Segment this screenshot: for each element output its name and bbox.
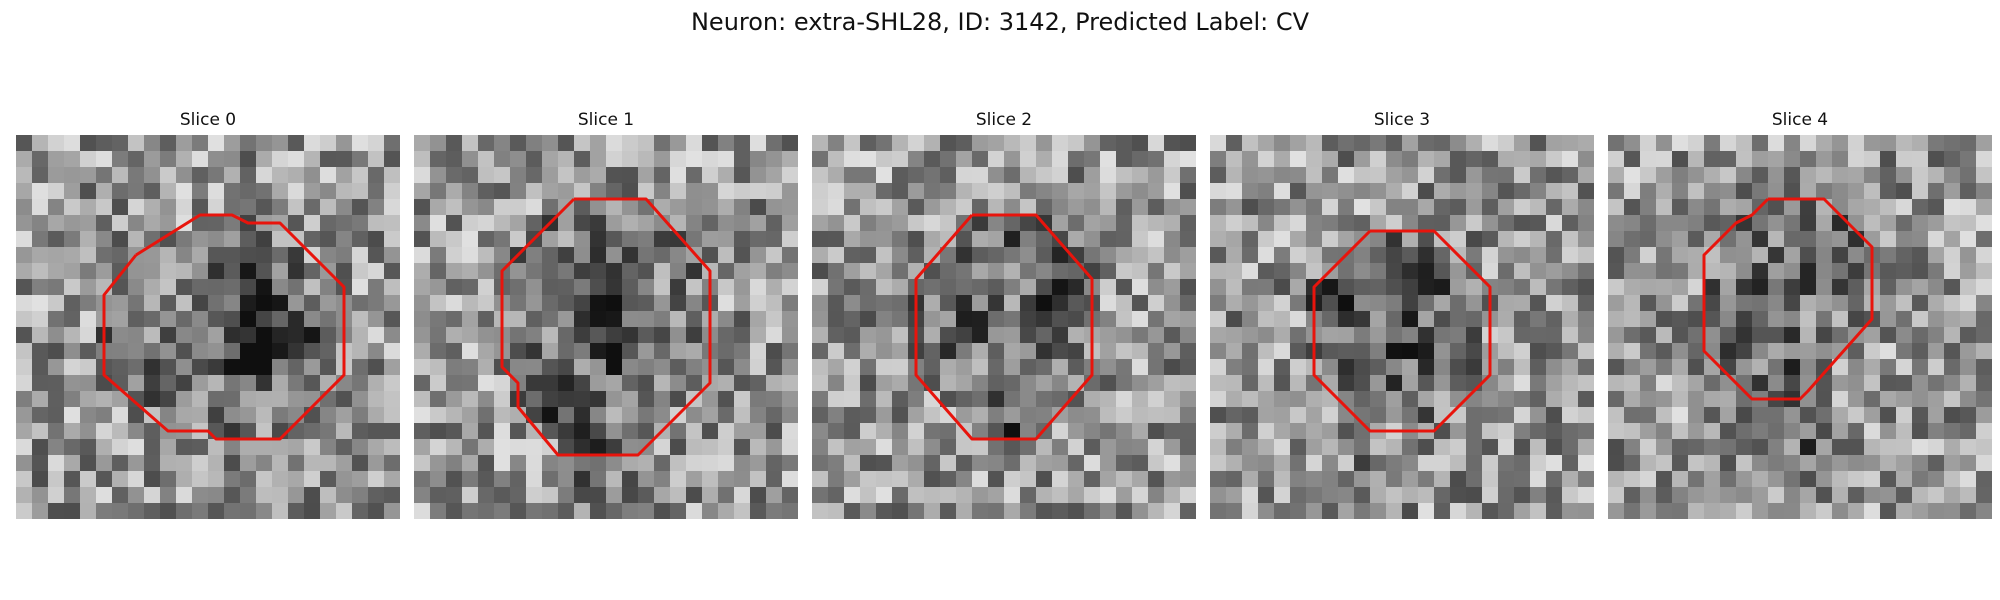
slice-panel-1: Slice 1 [414,108,798,519]
slice-panel-0: Slice 0 [16,108,400,519]
contour-outline [1312,229,1492,433]
pixel-grid [812,135,1196,519]
slice-image [1210,135,1594,519]
pixel-grid [1210,135,1594,519]
contour-outline [1702,197,1874,401]
slice-title: Slice 2 [975,110,1033,130]
pixel-grid [16,135,400,519]
slice-title: Slice 0 [179,110,237,130]
slice-image [1608,135,1992,519]
slice-image [16,135,400,519]
slice-title: Slice 4 [1771,110,1829,130]
slice-title: Slice 1 [577,110,635,130]
pixel-grid [414,135,798,519]
slice-image [812,135,1196,519]
pixel-grid [1608,135,1992,519]
contour-outline [914,213,1094,441]
slice-title: Slice 3 [1373,110,1431,130]
contour-outline [102,213,346,441]
slice-panel-4: Slice 4 [1608,108,1992,519]
slice-panel-2: Slice 2 [812,108,1196,519]
slice-panel-3: Slice 3 [1210,108,1594,519]
figure-title: Neuron: extra-SHL28, ID: 3142, Predicted… [690,8,1310,36]
contour-outline [500,197,712,457]
slice-image [414,135,798,519]
